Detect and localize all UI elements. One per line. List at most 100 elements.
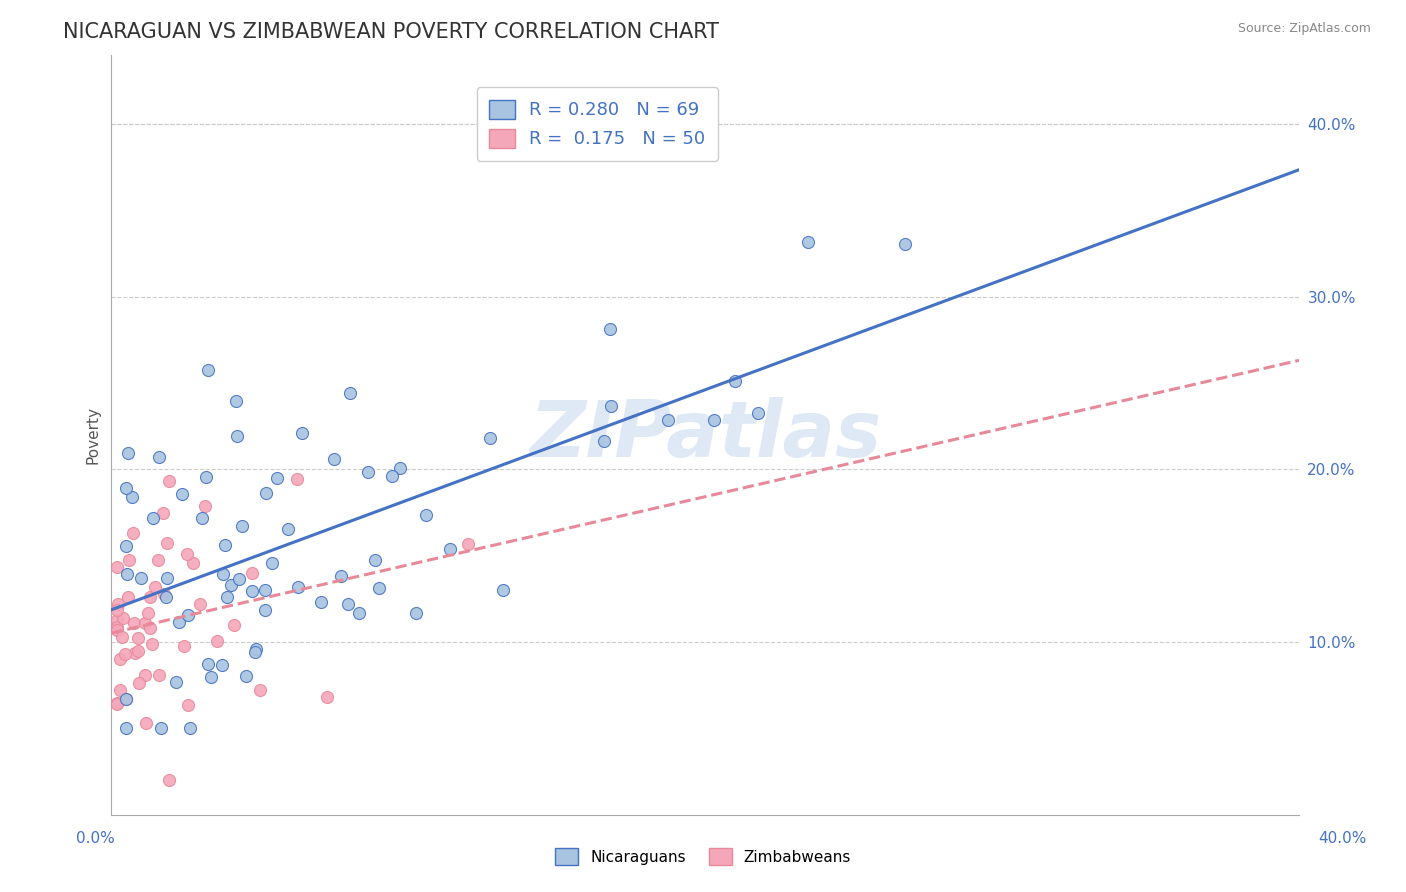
Point <box>228 572 250 586</box>
Point <box>235 668 257 682</box>
Point <box>339 385 361 400</box>
Point <box>115 539 138 553</box>
Point <box>215 591 238 605</box>
Point <box>127 631 149 645</box>
Point <box>200 670 222 684</box>
Point <box>191 510 214 524</box>
Text: ZIPatlas: ZIPatlas <box>529 397 882 473</box>
Point <box>121 525 143 540</box>
Point <box>347 606 370 620</box>
Point <box>439 541 461 556</box>
Point <box>323 452 346 467</box>
Point <box>225 393 247 408</box>
Point <box>249 682 271 697</box>
Point <box>703 413 725 427</box>
Point <box>135 716 157 731</box>
Point <box>330 568 353 582</box>
Point <box>156 536 179 550</box>
Point <box>107 597 129 611</box>
Point <box>105 697 128 711</box>
Point <box>118 553 141 567</box>
Point <box>176 547 198 561</box>
Point <box>231 518 253 533</box>
Point <box>415 508 437 522</box>
Point <box>723 374 745 388</box>
Point <box>315 690 337 704</box>
Point <box>153 587 176 601</box>
Point <box>240 584 263 599</box>
Text: Source: ZipAtlas.com: Source: ZipAtlas.com <box>1237 22 1371 36</box>
Point <box>105 624 128 638</box>
Point <box>211 567 233 582</box>
Point <box>177 607 200 622</box>
Point <box>114 647 136 661</box>
Point <box>152 506 174 520</box>
Point <box>285 472 308 486</box>
Point <box>309 595 332 609</box>
Point <box>115 691 138 706</box>
Text: 0.0%: 0.0% <box>76 831 115 846</box>
Point <box>108 651 131 665</box>
Point <box>155 590 177 604</box>
Point <box>138 590 160 604</box>
Point <box>136 606 159 620</box>
Point <box>364 553 387 567</box>
Point <box>121 490 143 504</box>
Point <box>240 566 263 580</box>
Point <box>492 582 515 597</box>
Point <box>207 633 229 648</box>
Point <box>197 657 219 672</box>
Point <box>599 322 621 336</box>
Point <box>211 657 233 672</box>
Point <box>657 413 679 427</box>
Point <box>181 556 204 570</box>
Point <box>221 578 243 592</box>
Point <box>128 676 150 690</box>
Point <box>254 583 277 598</box>
Point <box>156 571 179 585</box>
Point <box>105 560 128 574</box>
Point <box>165 675 187 690</box>
Point <box>115 566 138 581</box>
Point <box>245 645 267 659</box>
Point <box>194 499 217 513</box>
Point <box>129 571 152 585</box>
Point <box>197 363 219 377</box>
Point <box>124 646 146 660</box>
Point <box>188 597 211 611</box>
Point <box>277 522 299 536</box>
Point <box>157 474 180 488</box>
Point <box>747 406 769 420</box>
Point <box>115 721 138 735</box>
Point <box>141 637 163 651</box>
Point <box>134 615 156 630</box>
Point <box>111 630 134 644</box>
Point <box>254 603 277 617</box>
Point <box>167 615 190 629</box>
Point <box>146 552 169 566</box>
Point <box>214 538 236 552</box>
Point <box>195 470 218 484</box>
Point <box>105 613 128 627</box>
Point <box>478 431 501 445</box>
Point <box>105 603 128 617</box>
Point <box>797 235 820 249</box>
Point <box>287 580 309 594</box>
Point <box>105 620 128 634</box>
Point <box>367 581 389 595</box>
Legend: R = 0.280   N = 69, R =  0.175   N = 50: R = 0.280 N = 69, R = 0.175 N = 50 <box>477 87 718 161</box>
Point <box>254 486 277 500</box>
Point <box>157 772 180 787</box>
Point <box>592 434 614 448</box>
Point <box>142 511 165 525</box>
Point <box>150 721 173 735</box>
Text: 40.0%: 40.0% <box>1319 831 1367 846</box>
Point <box>179 721 201 735</box>
Point <box>127 644 149 658</box>
Point <box>266 470 288 484</box>
Point <box>177 698 200 712</box>
Text: NICARAGUAN VS ZIMBABWEAN POVERTY CORRELATION CHART: NICARAGUAN VS ZIMBABWEAN POVERTY CORRELA… <box>63 22 720 42</box>
Point <box>600 399 623 413</box>
Point <box>357 465 380 479</box>
Point <box>893 236 915 251</box>
